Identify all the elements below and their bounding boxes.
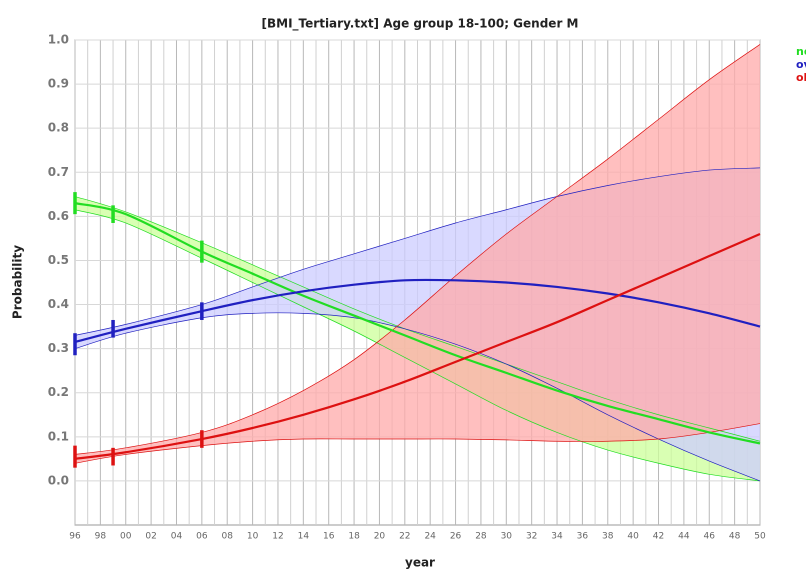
- band-edge: [74, 44, 761, 455]
- x-tick-label: 04: [171, 532, 183, 542]
- x-tick-label: 42: [653, 532, 664, 542]
- x-tick-label: 16: [323, 532, 335, 542]
- y-tick-label: 0.7: [48, 165, 69, 179]
- x-tick-label: 36: [577, 532, 589, 542]
- y-tick-label: 0.3: [48, 341, 69, 355]
- x-tick-label: 18: [348, 532, 360, 542]
- legend-label: no: [796, 45, 806, 58]
- x-tick-label: 50: [754, 532, 766, 542]
- x-tick-label: 12: [272, 532, 283, 542]
- confidence-band: [75, 44, 760, 464]
- y-tick-label: 0.1: [48, 429, 69, 443]
- legend-label: ob: [796, 71, 806, 84]
- x-tick-label: 20: [374, 532, 386, 542]
- x-tick-label: 98: [95, 532, 107, 542]
- x-tick-label: 06: [196, 532, 208, 542]
- x-tick-label: 26: [450, 532, 462, 542]
- x-tick-label: 48: [729, 532, 741, 542]
- y-tick-label: 0.2: [48, 385, 69, 399]
- x-tick-label: 46: [704, 532, 716, 542]
- x-tick-label: 08: [221, 532, 233, 542]
- y-tick-label: 0.4: [48, 297, 69, 311]
- y-tick-label: 0.8: [48, 121, 69, 135]
- y-axis-label: Probability: [11, 245, 25, 319]
- y-tick-label: 1.0: [48, 33, 69, 47]
- chart-title: [BMI_Tertiary.txt] Age group 18-100; Gen…: [262, 17, 579, 32]
- x-tick-label: 22: [399, 532, 410, 542]
- y-tick-label: 0.0: [48, 473, 69, 487]
- x-tick-label: 10: [247, 532, 259, 542]
- x-tick-label: 96: [69, 532, 81, 542]
- x-tick-label: 32: [526, 532, 537, 542]
- x-tick-label: 34: [551, 532, 563, 542]
- x-tick-label: 30: [501, 532, 513, 542]
- y-tick-label: 0.6: [48, 209, 69, 223]
- x-tick-label: 02: [145, 532, 156, 542]
- x-tick-label: 28: [475, 532, 487, 542]
- x-tick-label: 40: [627, 532, 639, 542]
- x-tick-label: 38: [602, 532, 614, 542]
- x-tick-label: 24: [424, 532, 436, 542]
- y-tick-label: 0.5: [48, 253, 69, 267]
- x-axis-label: year: [405, 556, 435, 570]
- x-tick-label: 14: [298, 532, 310, 542]
- x-tick-label: 44: [678, 532, 690, 542]
- legend-label: ov: [796, 58, 806, 71]
- x-tick-label: 00: [120, 532, 132, 542]
- y-tick-label: 0.9: [48, 77, 69, 91]
